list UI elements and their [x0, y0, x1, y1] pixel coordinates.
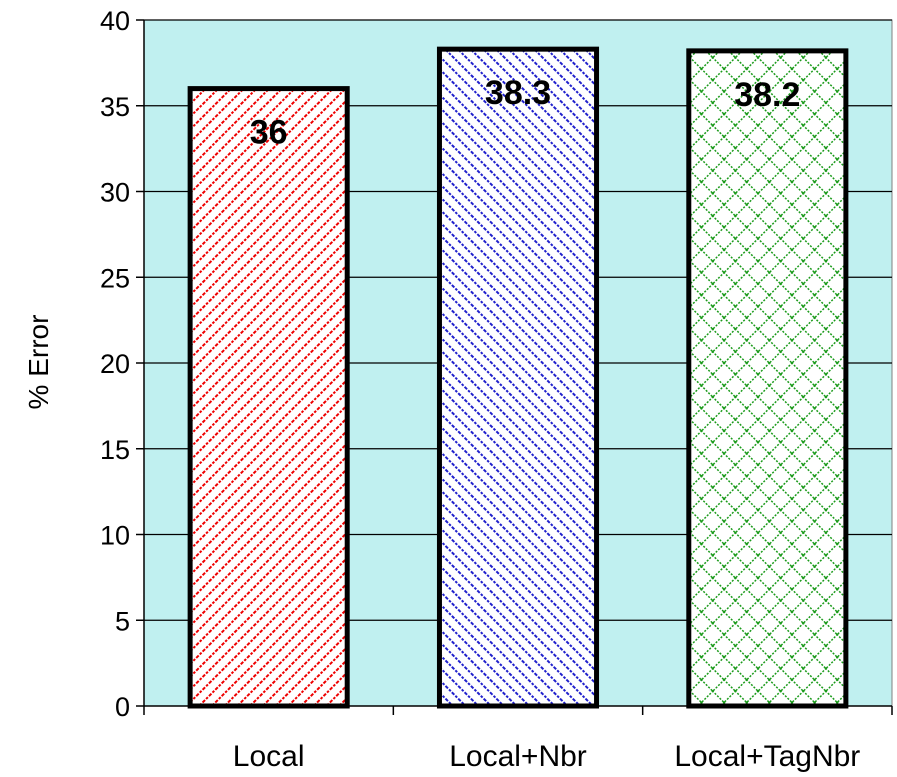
data-label: 38.2	[734, 76, 800, 114]
y-tick-label: 5	[115, 606, 130, 636]
bar-local	[190, 89, 347, 706]
y-tick-label: 0	[115, 692, 130, 722]
data-label: 38.3	[485, 74, 551, 112]
y-tick-label: 30	[100, 178, 130, 208]
y-tick-label: 15	[100, 435, 130, 465]
y-tick-label: 25	[100, 263, 130, 293]
y-axis-title: % Error	[23, 315, 54, 410]
bars	[190, 49, 846, 706]
x-category-label: Local+Nbr	[449, 740, 587, 773]
y-tick-label: 40	[100, 6, 130, 36]
y-tick-label: 35	[100, 92, 130, 122]
data-label: 36	[250, 114, 288, 152]
bar-local-nbr	[439, 49, 596, 706]
y-tick-label: 10	[100, 521, 130, 551]
y-tick-label: 20	[100, 349, 130, 379]
x-category-label: Local	[233, 740, 305, 773]
bar-local-tagnbr	[689, 51, 846, 706]
x-category-label: Local+TagNbr	[674, 740, 860, 773]
